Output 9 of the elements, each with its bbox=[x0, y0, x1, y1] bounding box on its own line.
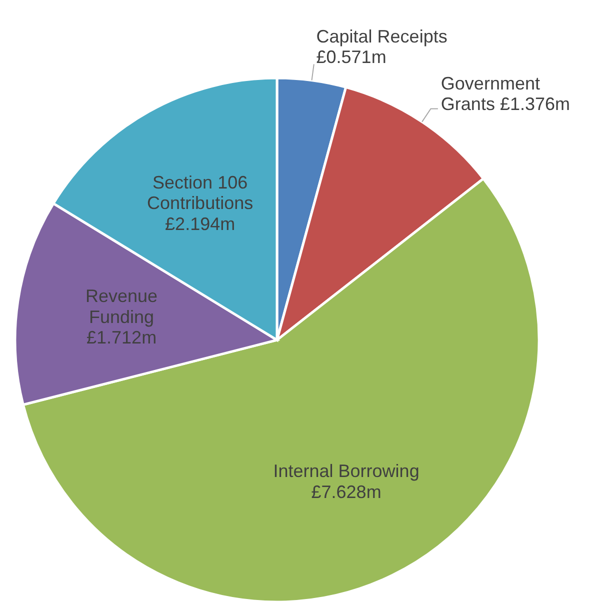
slice-label: Section 106 Contributions bbox=[147, 172, 254, 214]
slice-label: Internal Borrowing bbox=[273, 461, 420, 482]
data-label: £2.194m bbox=[165, 214, 236, 234]
slice-label: Government Grants £1.376m bbox=[440, 73, 570, 114]
data-label: £0.571m bbox=[316, 47, 386, 68]
data-label: £1.712m bbox=[86, 328, 157, 348]
data-label: £7.628m bbox=[311, 482, 382, 502]
slice-label: Capital Receipts bbox=[316, 26, 448, 47]
slice-label: Revenue Funding bbox=[86, 286, 158, 327]
